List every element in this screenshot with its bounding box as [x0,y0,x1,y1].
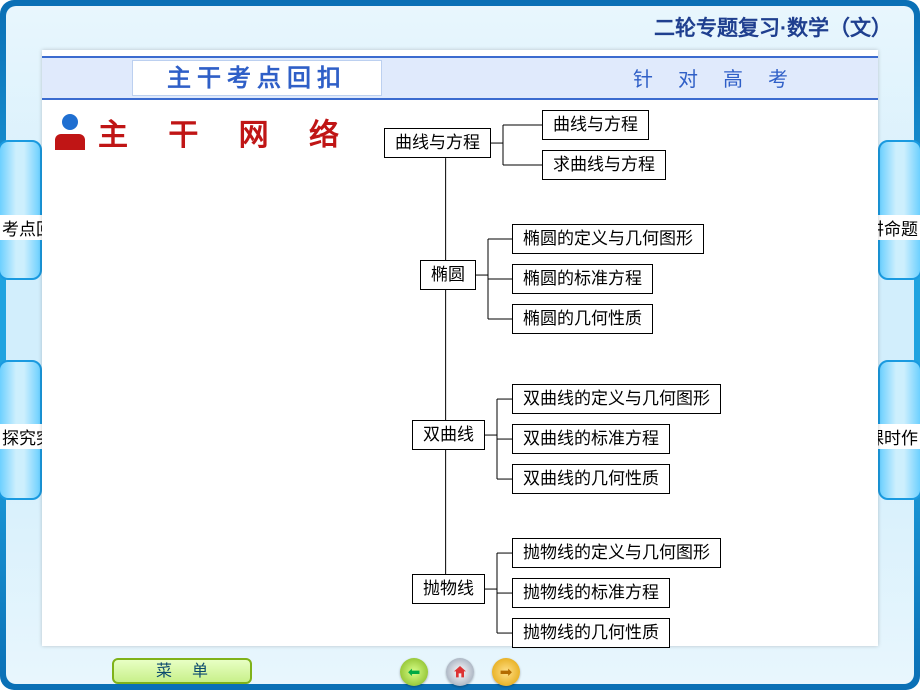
diagram-node-c11: 曲线与方程 [542,110,649,140]
diagram-node-c32: 双曲线的标准方程 [512,424,670,454]
diagram-node-p4: 抛物线 [412,574,485,604]
page-top-title: 二轮专题复习·数学（文） [654,12,892,42]
diagram-node-c33: 双曲线的几何性质 [512,464,670,494]
diagram-node-c23: 椭圆的几何性质 [512,304,653,334]
diagram-node-c21: 椭圆的定义与几何图形 [512,224,704,254]
nav-icons: ⬅ ➡ [400,658,520,686]
diagram-node-c43: 抛物线的几何性质 [512,618,670,648]
diagram-node-c12: 求曲线与方程 [542,150,666,180]
content-paper: 主干考点回扣 针 对 高 考 主 干 网 络 曲线与方程曲线与方程求曲线与方程椭… [42,50,878,646]
diagram-node-p2: 椭圆 [420,260,476,290]
header-right-title: 针 对 高 考 [633,58,798,102]
concept-diagram: 曲线与方程曲线与方程求曲线与方程椭圆椭圆的定义与几何图形椭圆的标准方程椭圆的几何… [372,110,872,640]
section-title-text: 主 干 网 络 [98,110,355,154]
diagram-node-c41: 抛物线的定义与几何图形 [512,538,721,568]
diagram-node-c22: 椭圆的标准方程 [512,264,653,294]
side-tab-right-1[interactable] [878,140,920,280]
diagram-node-p3: 双曲线 [412,420,485,450]
menu-button[interactable]: 菜单 [112,658,252,684]
nav-back-icon[interactable]: ⬅ [400,658,428,686]
side-tab-left-1[interactable] [0,140,42,280]
header-left-title: 主干考点回扣 [132,60,382,96]
nav-home-icon[interactable] [446,658,474,686]
diagram-node-c42: 抛物线的标准方程 [512,578,670,608]
nav-forward-icon[interactable]: ➡ [492,658,520,686]
diagram-node-p1: 曲线与方程 [384,128,491,158]
header-bar: 主干考点回扣 针 对 高 考 [42,56,878,100]
person-icon [52,114,88,150]
diagram-node-c31: 双曲线的定义与几何图形 [512,384,721,414]
